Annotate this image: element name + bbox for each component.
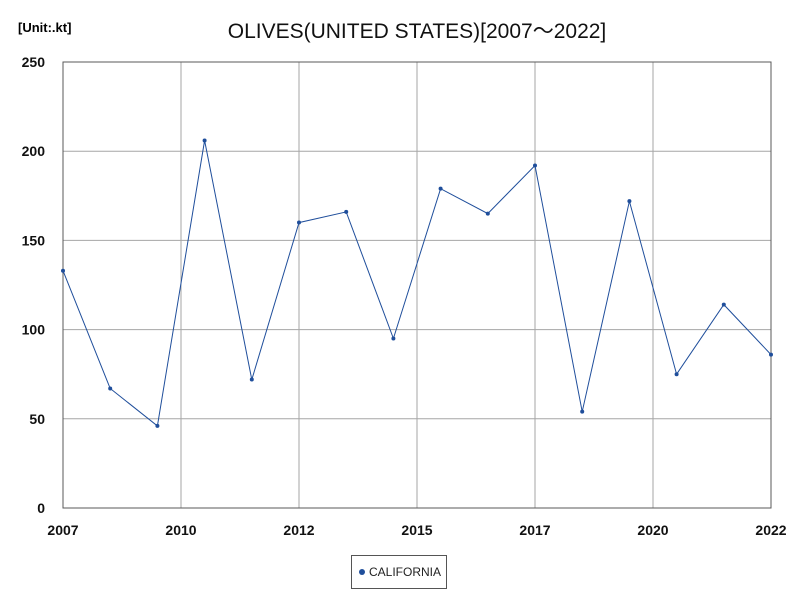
plot-frame	[62, 61, 772, 509]
series-points	[61, 138, 773, 428]
data-point	[249, 377, 254, 382]
y-tick-label: 200	[22, 143, 46, 159]
x-tick-label: 2015	[401, 522, 432, 538]
x-tick-label: 2010	[165, 522, 196, 538]
data-point	[202, 138, 207, 143]
data-point	[108, 386, 113, 391]
x-tick-label: 2020	[637, 522, 668, 538]
data-point	[580, 409, 585, 414]
y-tick-label: 150	[22, 232, 46, 248]
data-point	[297, 220, 301, 225]
x-tick-label: 2012	[283, 522, 314, 538]
legend-label: CALIFORNIA	[369, 565, 442, 579]
x-axis-ticks: 2007 2010 2012 2015 2017 2020 2022	[47, 522, 786, 538]
y-tick-label: 50	[29, 411, 45, 427]
chart-title: OLIVES(UNITED STATES)[2007～2022]	[227, 20, 607, 43]
legend: CALIFORNIA	[351, 555, 447, 589]
data-point	[391, 336, 396, 341]
legend-marker	[359, 569, 365, 575]
data-point	[674, 372, 679, 377]
y-axis-ticks: 0 50 100 150 200 250	[22, 54, 46, 516]
x-tick-label: 2017	[519, 522, 550, 538]
y-tick-label: 0	[37, 500, 45, 516]
data-point	[627, 199, 632, 204]
data-point	[61, 268, 65, 273]
data-point	[438, 186, 443, 191]
x-tick-label: 2022	[755, 522, 786, 538]
y-tick-label: 100	[22, 322, 46, 338]
data-point	[155, 423, 160, 428]
y-tick-label: 250	[22, 54, 46, 70]
data-point	[769, 352, 773, 357]
x-tick-label: 2007	[47, 522, 78, 538]
grid-lines	[62, 61, 772, 509]
data-point	[344, 209, 349, 214]
data-point	[533, 163, 537, 168]
data-point	[721, 302, 726, 307]
data-point	[485, 211, 490, 216]
unit-label: [Unit:.kt]	[18, 20, 72, 35]
series-line-california	[62, 140, 772, 427]
